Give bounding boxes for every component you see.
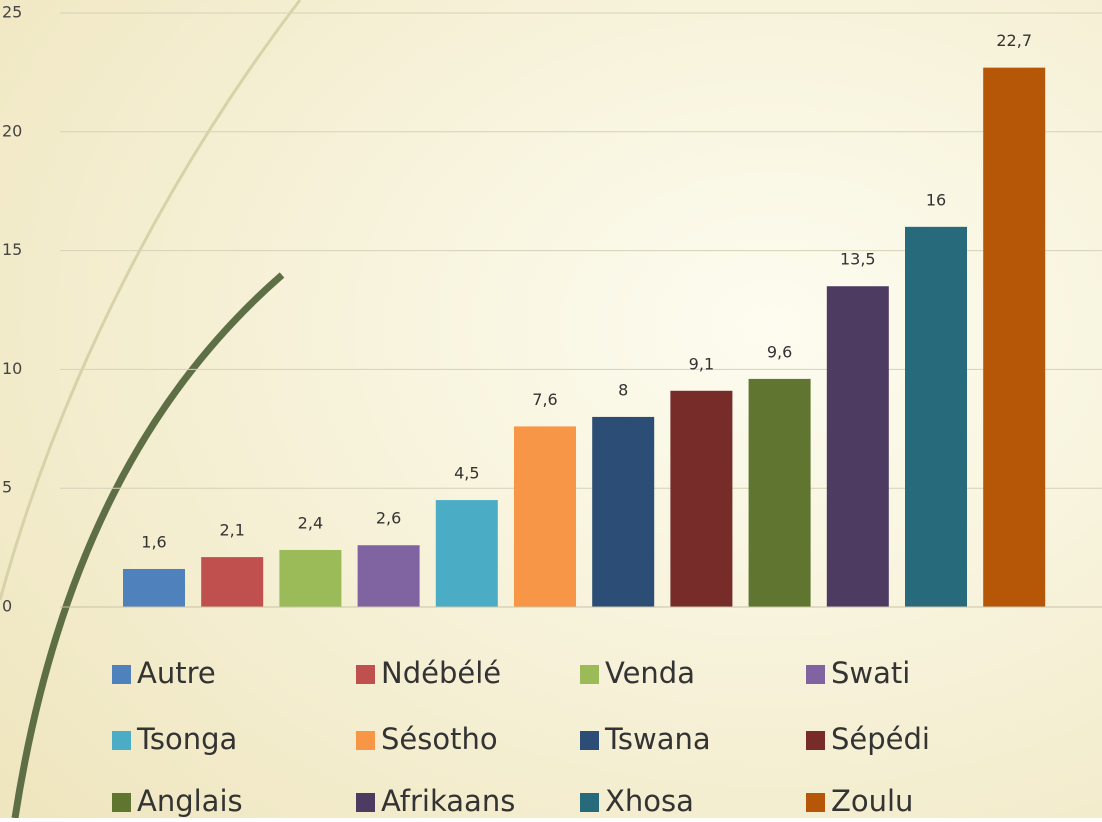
data-label: 2,1 <box>219 521 244 540</box>
chart: 0 5 10 15 20 25 1,6 Autre 2,1 Ndébélé 2,4 Venda 2,6 S… <box>0 0 1102 818</box>
data-label: 16 <box>926 190 946 209</box>
bar <box>201 557 263 607</box>
legend-swatch <box>356 793 375 812</box>
y-tick-label: 20 <box>2 121 22 140</box>
data-label: 9,1 <box>689 354 714 373</box>
legend-swatch <box>580 731 599 750</box>
legend-label: Venda <box>605 656 695 690</box>
legend-label: Afrikaans <box>381 784 515 818</box>
legend-label: Sésotho <box>381 722 498 756</box>
bar <box>436 500 498 607</box>
legend-swatch <box>806 665 825 684</box>
data-label: 2,6 <box>376 509 401 528</box>
y-tick-label: 10 <box>2 359 22 378</box>
y-tick-label: 5 <box>2 478 12 497</box>
data-label: 7,6 <box>532 390 557 409</box>
legend-label: Swati <box>831 656 910 690</box>
y-tick-label: 0 <box>2 597 12 616</box>
legend-label: Xhosa <box>605 784 694 818</box>
bar <box>827 286 889 607</box>
data-label: 9,6 <box>767 342 792 361</box>
data-label: 22,7 <box>996 31 1032 50</box>
legend-label: Sépédi <box>831 722 930 756</box>
legend-swatch <box>580 665 599 684</box>
bar <box>983 68 1045 607</box>
bar <box>670 391 732 607</box>
legend-swatch <box>356 731 375 750</box>
bar <box>514 426 576 607</box>
legend-swatch <box>112 665 131 684</box>
data-label: 2,4 <box>298 513 323 532</box>
data-label: 1,6 <box>141 532 166 551</box>
data-label: 13,5 <box>840 250 876 269</box>
bar <box>749 379 811 607</box>
bar <box>123 569 185 607</box>
y-tick-label: 15 <box>2 240 22 259</box>
legend-swatch <box>580 793 599 812</box>
data-label: 4,5 <box>454 464 479 483</box>
legend-label: Tsonga <box>136 722 237 756</box>
legend-swatch <box>806 793 825 812</box>
legend-label: Anglais <box>137 784 243 818</box>
legend-label: Autre <box>137 656 216 690</box>
legend-label: Ndébélé <box>381 656 501 690</box>
data-label: 8 <box>618 380 628 399</box>
legend-swatch <box>806 731 825 750</box>
bar <box>592 417 654 607</box>
legend-label: Zoulu <box>831 784 913 818</box>
bar <box>905 227 967 607</box>
legend-swatch <box>112 731 131 750</box>
bar <box>358 545 420 607</box>
bar <box>279 550 341 607</box>
legend-label: Tswana <box>604 722 711 756</box>
legend-swatch <box>356 665 375 684</box>
legend-swatch <box>112 793 131 812</box>
y-tick-label: 25 <box>2 3 22 22</box>
